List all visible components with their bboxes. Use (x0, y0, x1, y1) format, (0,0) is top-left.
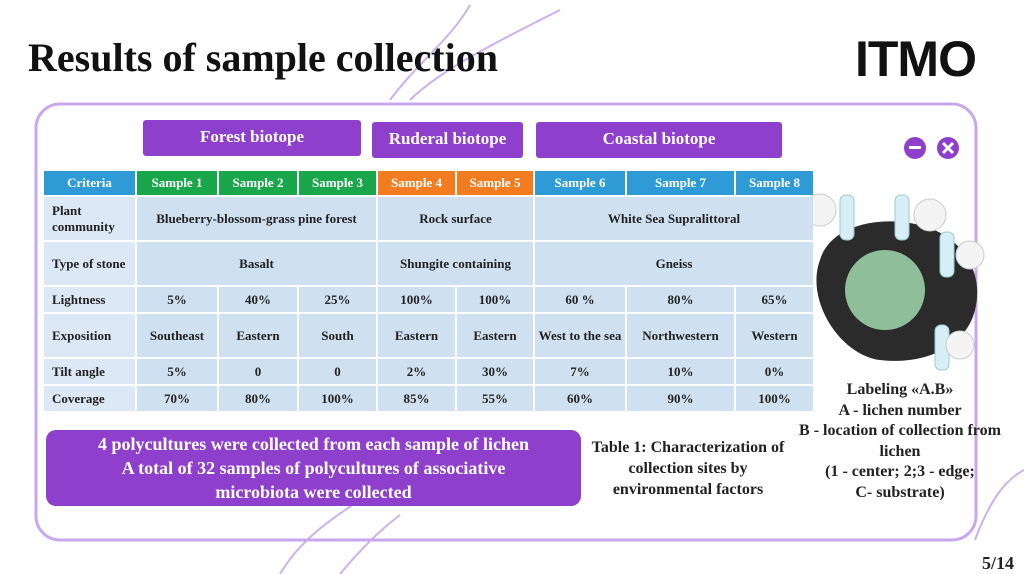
table-cell: Gneiss (535, 242, 813, 285)
table-cell: 0 (299, 359, 376, 384)
table-cell: 80% (219, 386, 297, 411)
table-cell: 30% (457, 359, 533, 384)
table-cell: 100% (378, 287, 455, 312)
header-cell: Sample 6 (535, 171, 625, 195)
table-cell: 0 (219, 359, 297, 384)
table-row: Coverage 70% 80% 100% 85% 55% 60% 90% 100% (44, 386, 813, 411)
table-cell: 100% (299, 386, 376, 411)
header-cell: Sample 3 (299, 171, 376, 195)
table-row: Plant community Blueberry-blossom-grass p… (44, 197, 813, 240)
row-label: Coverage (44, 386, 135, 411)
table-cell: 85% (378, 386, 455, 411)
table-cell: 25% (299, 287, 376, 312)
table-row: Lightness 5% 40% 25% 100% 100% 60 % 80% 65% (44, 287, 813, 312)
table-cell: White Sea Supralittoral (535, 197, 813, 240)
table-cell: 0% (736, 359, 813, 384)
biotope-label: Forest biotope (143, 120, 361, 156)
table-cell: 70% (137, 386, 217, 411)
summary-line: A total of 32 samples of polycultures of… (121, 458, 506, 478)
header-cell: Sample 2 (219, 171, 297, 195)
labeling-line: Labeling «A.B» (846, 381, 954, 398)
table-cell: West to the sea (535, 314, 625, 357)
table-cell: 55% (457, 386, 533, 411)
table-row: Tilt angle 5% 0 0 2% 30% 7% 10% 0% (44, 359, 813, 384)
row-label: Tilt angle (44, 359, 135, 384)
summary-box: 4 polycultures were collected from each … (46, 430, 581, 506)
table-row: Exposition Southeast Eastern South Eastern Ea… (44, 314, 813, 357)
logo: ITMO (855, 31, 977, 87)
table-caption: Table 1: Characterization of collection … (591, 439, 785, 498)
row-label: Exposition (44, 314, 135, 357)
table-cell: Rock surface (378, 197, 533, 240)
table-cell: 5% (137, 359, 217, 384)
table-row: Type of stone Basalt Shungite containing Gn… (44, 242, 813, 285)
header-cell: Sample 5 (457, 171, 533, 195)
table-cell: Northwestern (627, 314, 734, 357)
row-label: Type of stone (44, 242, 135, 285)
table-cell: 7% (535, 359, 625, 384)
table-cell: 10% (627, 359, 734, 384)
title: Results of sample collection (28, 35, 498, 80)
table-cell: 2% (378, 359, 455, 384)
header-cell: Criteria (44, 171, 135, 195)
table-cell: 100% (457, 287, 533, 312)
table-cell: 80% (627, 287, 734, 312)
biotope-label: Coastal biotope (536, 122, 782, 158)
row-label: Lightness (44, 287, 135, 312)
labeling-line: A - lichen number (838, 401, 962, 419)
table-cell: South (299, 314, 376, 357)
table: Criteria Sample 1 Sample 2 Sample 3 Sample 4… (42, 169, 815, 413)
table-cell: Eastern (378, 314, 455, 357)
table-cell: Southeast (137, 314, 217, 357)
labeling-line: B - location of collection from lichen (799, 422, 1001, 460)
table-cell: Blueberry-blossom-grass pine forest (137, 197, 376, 240)
page-number: 5/14 (981, 553, 1014, 573)
labeling-legend: Labeling «A.B» A - lichen number B - locat… (790, 380, 1010, 503)
row-label: Plant community (44, 197, 135, 240)
header-cell: Sample 7 (627, 171, 734, 195)
summary-line: 4 polycultures were collected from each … (98, 434, 529, 454)
header-cell: Sample 8 (736, 171, 813, 195)
table-cell: Shungite containing (378, 242, 533, 285)
table-cell: Western (736, 314, 813, 357)
table-cell: 65% (736, 287, 813, 312)
table-cell: Eastern (457, 314, 533, 357)
table-cell: 5% (137, 287, 217, 312)
table-cell: 90% (627, 386, 734, 411)
summary-line: microbiota were collected (215, 482, 412, 502)
table-cell: 40% (219, 287, 297, 312)
header-cell: Sample 1 (137, 171, 217, 195)
table-cell: 100% (736, 386, 813, 411)
labeling-line: C- substrate) (855, 483, 945, 501)
table-cell: Basalt (137, 242, 376, 285)
table-cell: 60% (535, 386, 625, 411)
biotope-label: Ruderal biotope (372, 122, 523, 158)
table-cell: Eastern (219, 314, 297, 357)
table-cell: 60 % (535, 287, 625, 312)
header-cell: Sample 4 (378, 171, 455, 195)
labeling-line: (1 - center; 2;3 - edge; (825, 463, 975, 480)
header-row: Criteria Sample 1 Sample 2 Sample 3 Sample 4… (44, 171, 813, 195)
